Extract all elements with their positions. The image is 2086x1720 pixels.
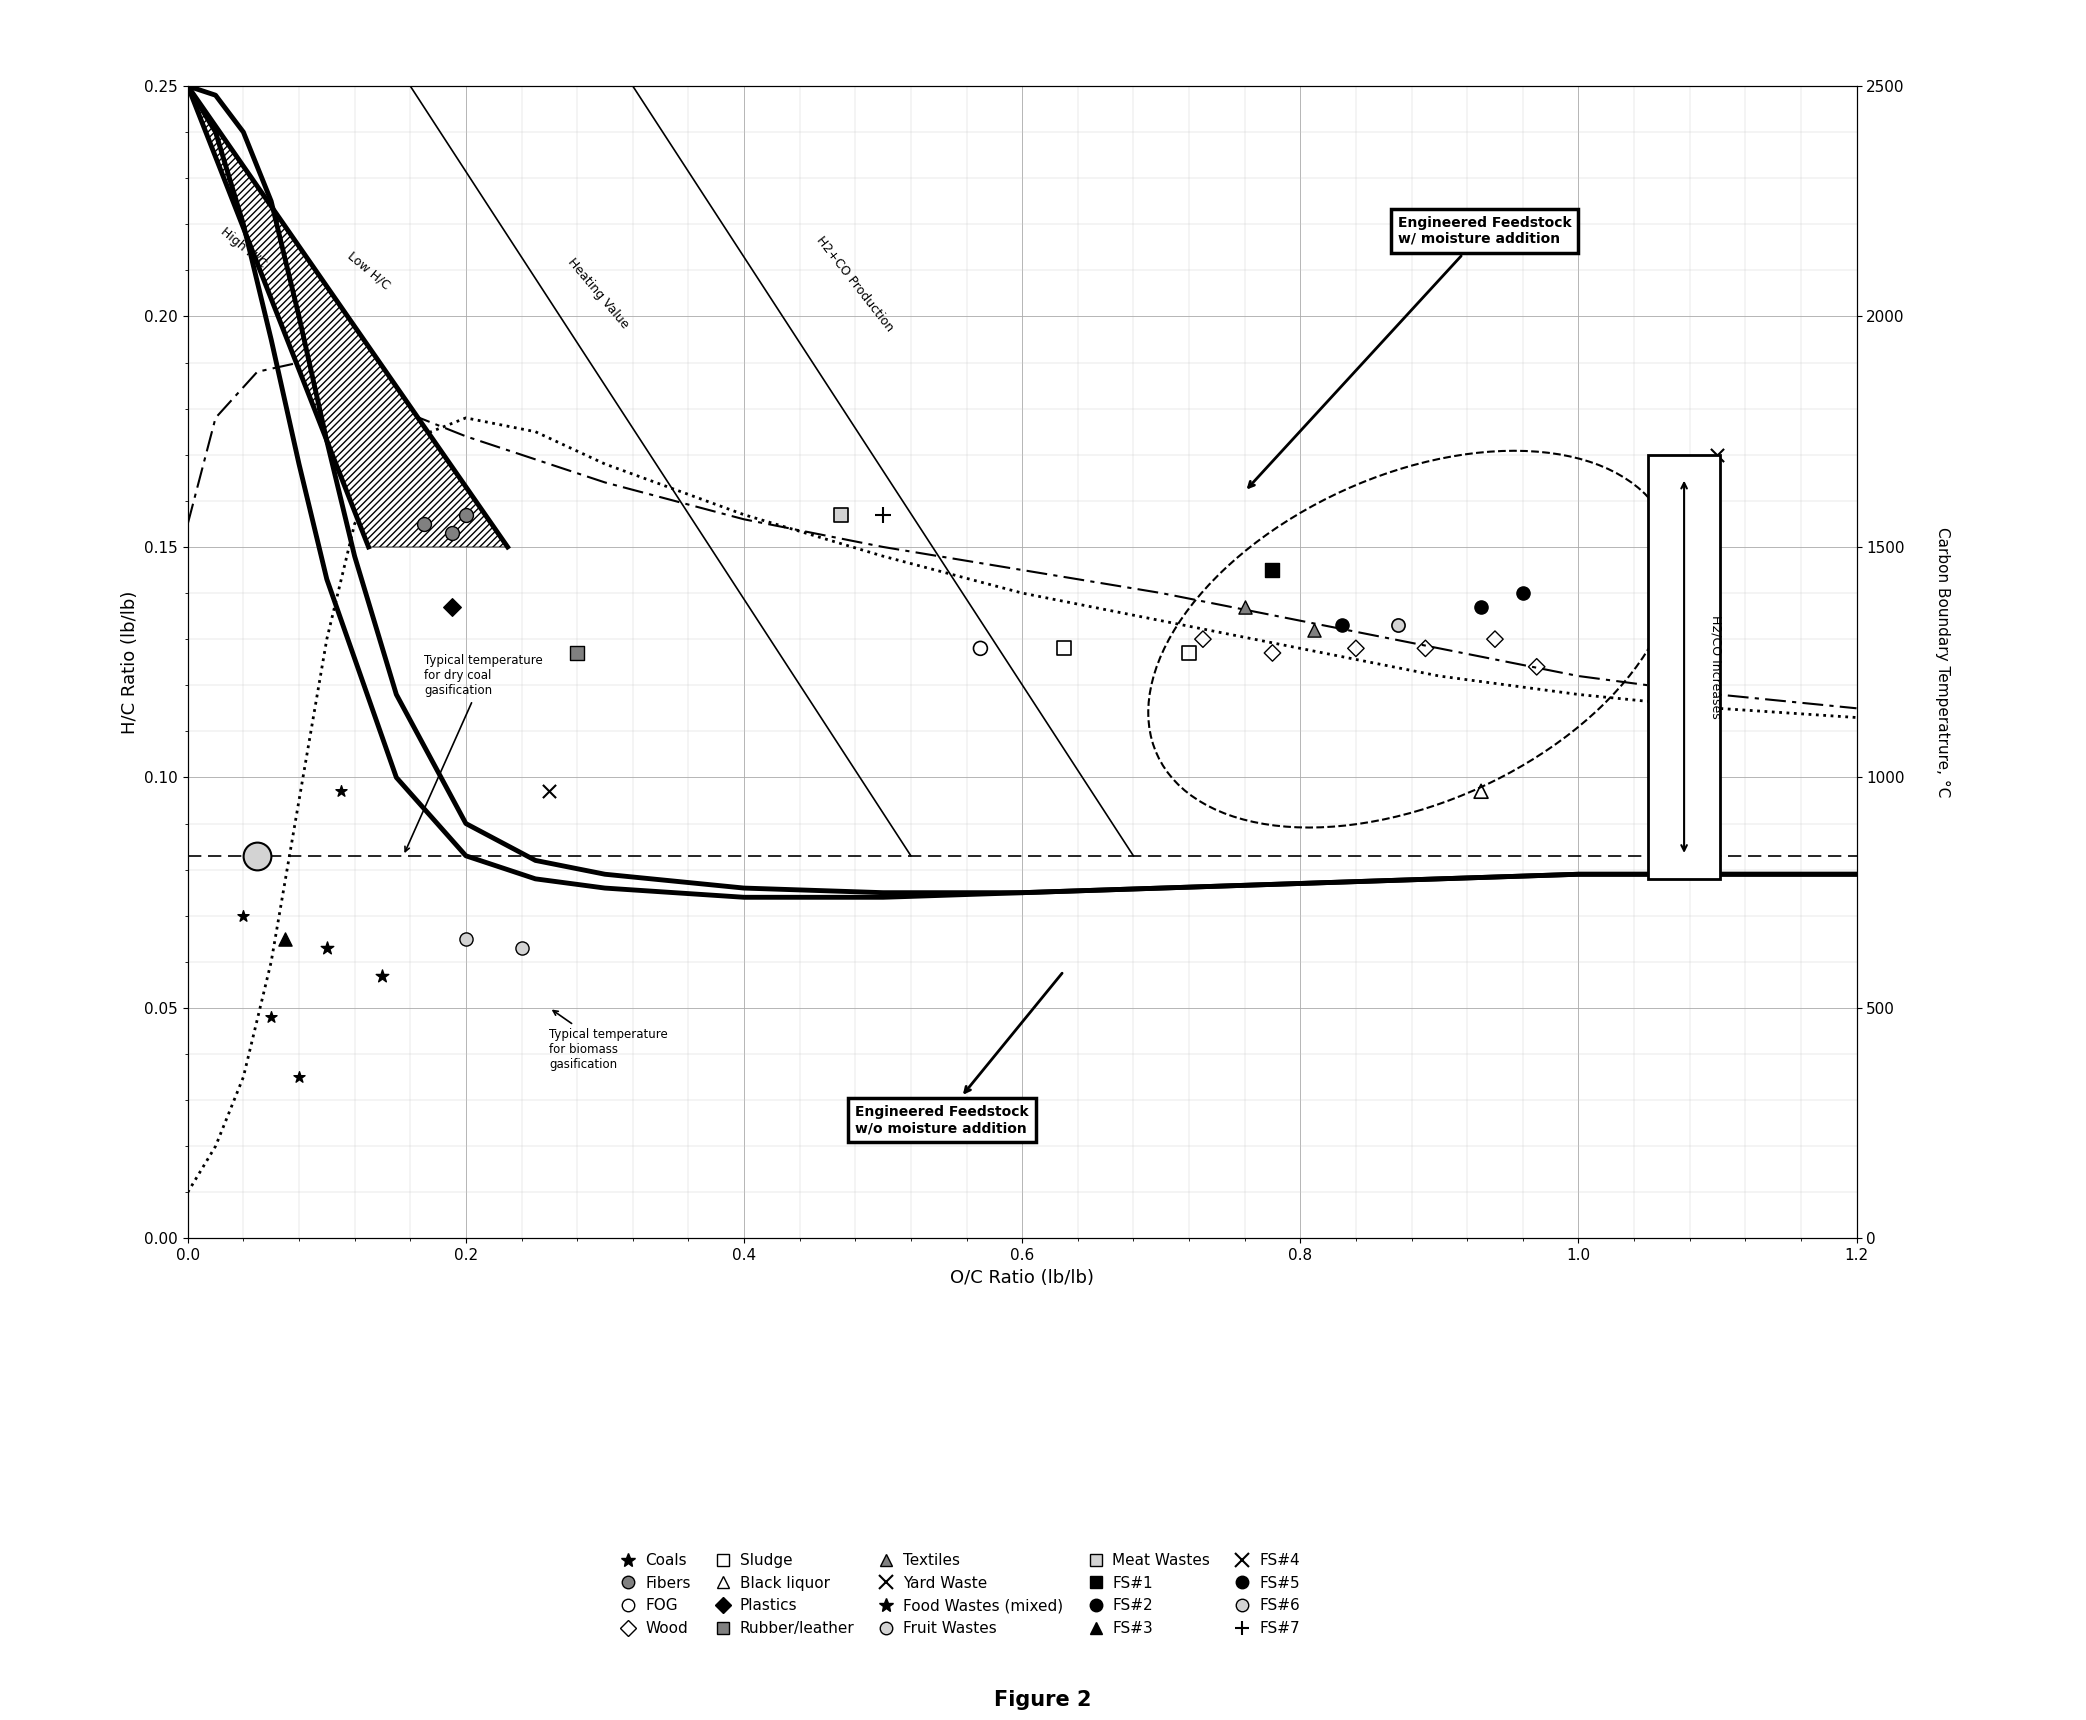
- Point: [866, 501, 899, 528]
- Point: [282, 1063, 315, 1090]
- Text: H2+CO Production: H2+CO Production: [814, 234, 897, 334]
- Point: [1187, 626, 1220, 654]
- Text: High H/C: High H/C: [219, 225, 269, 270]
- Point: [1256, 556, 1289, 583]
- Point: [1172, 640, 1206, 667]
- Text: Typical temperature
for biomass
gasification: Typical temperature for biomass gasifica…: [549, 1011, 668, 1072]
- Point: [824, 501, 857, 528]
- Point: [1506, 580, 1539, 607]
- Point: [1325, 612, 1358, 640]
- Point: [436, 519, 469, 547]
- Point: [407, 511, 440, 538]
- Text: Typical temperature
for dry coal
gasification: Typical temperature for dry coal gasific…: [405, 655, 542, 851]
- Point: [227, 901, 261, 929]
- Text: H2/CO Increases: H2/CO Increases: [1708, 616, 1723, 719]
- Point: [1700, 440, 1733, 468]
- Point: [436, 593, 469, 621]
- Text: Heating Value: Heating Value: [565, 256, 632, 332]
- Legend: Coals, Fibers, FOG, Wood, Sludge, Black liquor, Plastics, Rubber/leather, Textil: Coals, Fibers, FOG, Wood, Sludge, Black …: [611, 1545, 1308, 1644]
- Point: [365, 961, 398, 989]
- Point: [561, 640, 595, 667]
- Point: [1256, 640, 1289, 667]
- Point: [1339, 635, 1373, 662]
- Point: [1521, 654, 1554, 681]
- Point: [254, 1003, 288, 1030]
- Polygon shape: [188, 86, 507, 547]
- Text: Engineered Feedstock
w/ moisture addition: Engineered Feedstock w/ moisture additio…: [1250, 215, 1571, 487]
- Point: [240, 843, 273, 870]
- Point: [448, 501, 482, 528]
- Point: [1479, 626, 1512, 654]
- Text: Engineered Feedstock
w/o moisture addition: Engineered Feedstock w/o moisture additi…: [855, 974, 1062, 1135]
- Point: [269, 925, 302, 953]
- Y-axis label: Carbon Boundary Temperatrure, °C: Carbon Boundary Temperatrure, °C: [1936, 526, 1950, 798]
- X-axis label: O/C Ratio (lb/lb): O/C Ratio (lb/lb): [949, 1269, 1095, 1287]
- Point: [1047, 635, 1081, 662]
- Point: [1464, 777, 1498, 805]
- Point: [1408, 635, 1441, 662]
- Point: [323, 777, 357, 805]
- Y-axis label: H/C Ratio (lb/lb): H/C Ratio (lb/lb): [121, 590, 138, 734]
- Text: Low H/C: Low H/C: [344, 249, 392, 292]
- Text: Figure 2: Figure 2: [995, 1691, 1091, 1710]
- Point: [505, 934, 538, 961]
- Point: [532, 777, 565, 805]
- Point: [448, 925, 482, 953]
- Point: [964, 635, 997, 662]
- Point: [311, 934, 344, 961]
- Point: [1229, 593, 1262, 621]
- Point: [1464, 593, 1498, 621]
- Point: [1297, 616, 1331, 643]
- Point: [1381, 612, 1414, 640]
- FancyBboxPatch shape: [1648, 454, 1721, 879]
